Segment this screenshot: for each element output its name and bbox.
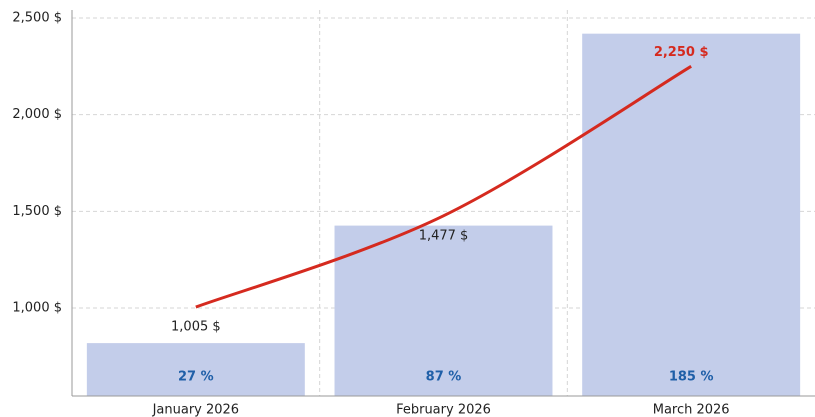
y-tick-label: 1,500 $ [12, 204, 62, 219]
line-value-label: 1,477 $ [419, 228, 469, 243]
bar-value-label: 27 % [178, 370, 214, 385]
y-tick-label: 2,500 $ [12, 11, 62, 26]
y-tick-label: 2,000 $ [12, 107, 62, 122]
bar-value-label: 185 % [669, 370, 714, 385]
bar [86, 343, 305, 396]
x-tick-label: January 2026 [152, 403, 240, 417]
bar [334, 225, 553, 396]
x-tick-label: March 2026 [653, 403, 730, 417]
line [195, 65, 692, 309]
bar [582, 33, 801, 396]
y-tick-label: 1,000 $ [12, 301, 62, 316]
x-tick-label: February 2026 [396, 403, 491, 417]
line-value-label: 1,005 $ [171, 320, 221, 335]
line-value-label: 2,250 $ [654, 45, 709, 60]
bar-value-label: 87 % [426, 370, 462, 385]
